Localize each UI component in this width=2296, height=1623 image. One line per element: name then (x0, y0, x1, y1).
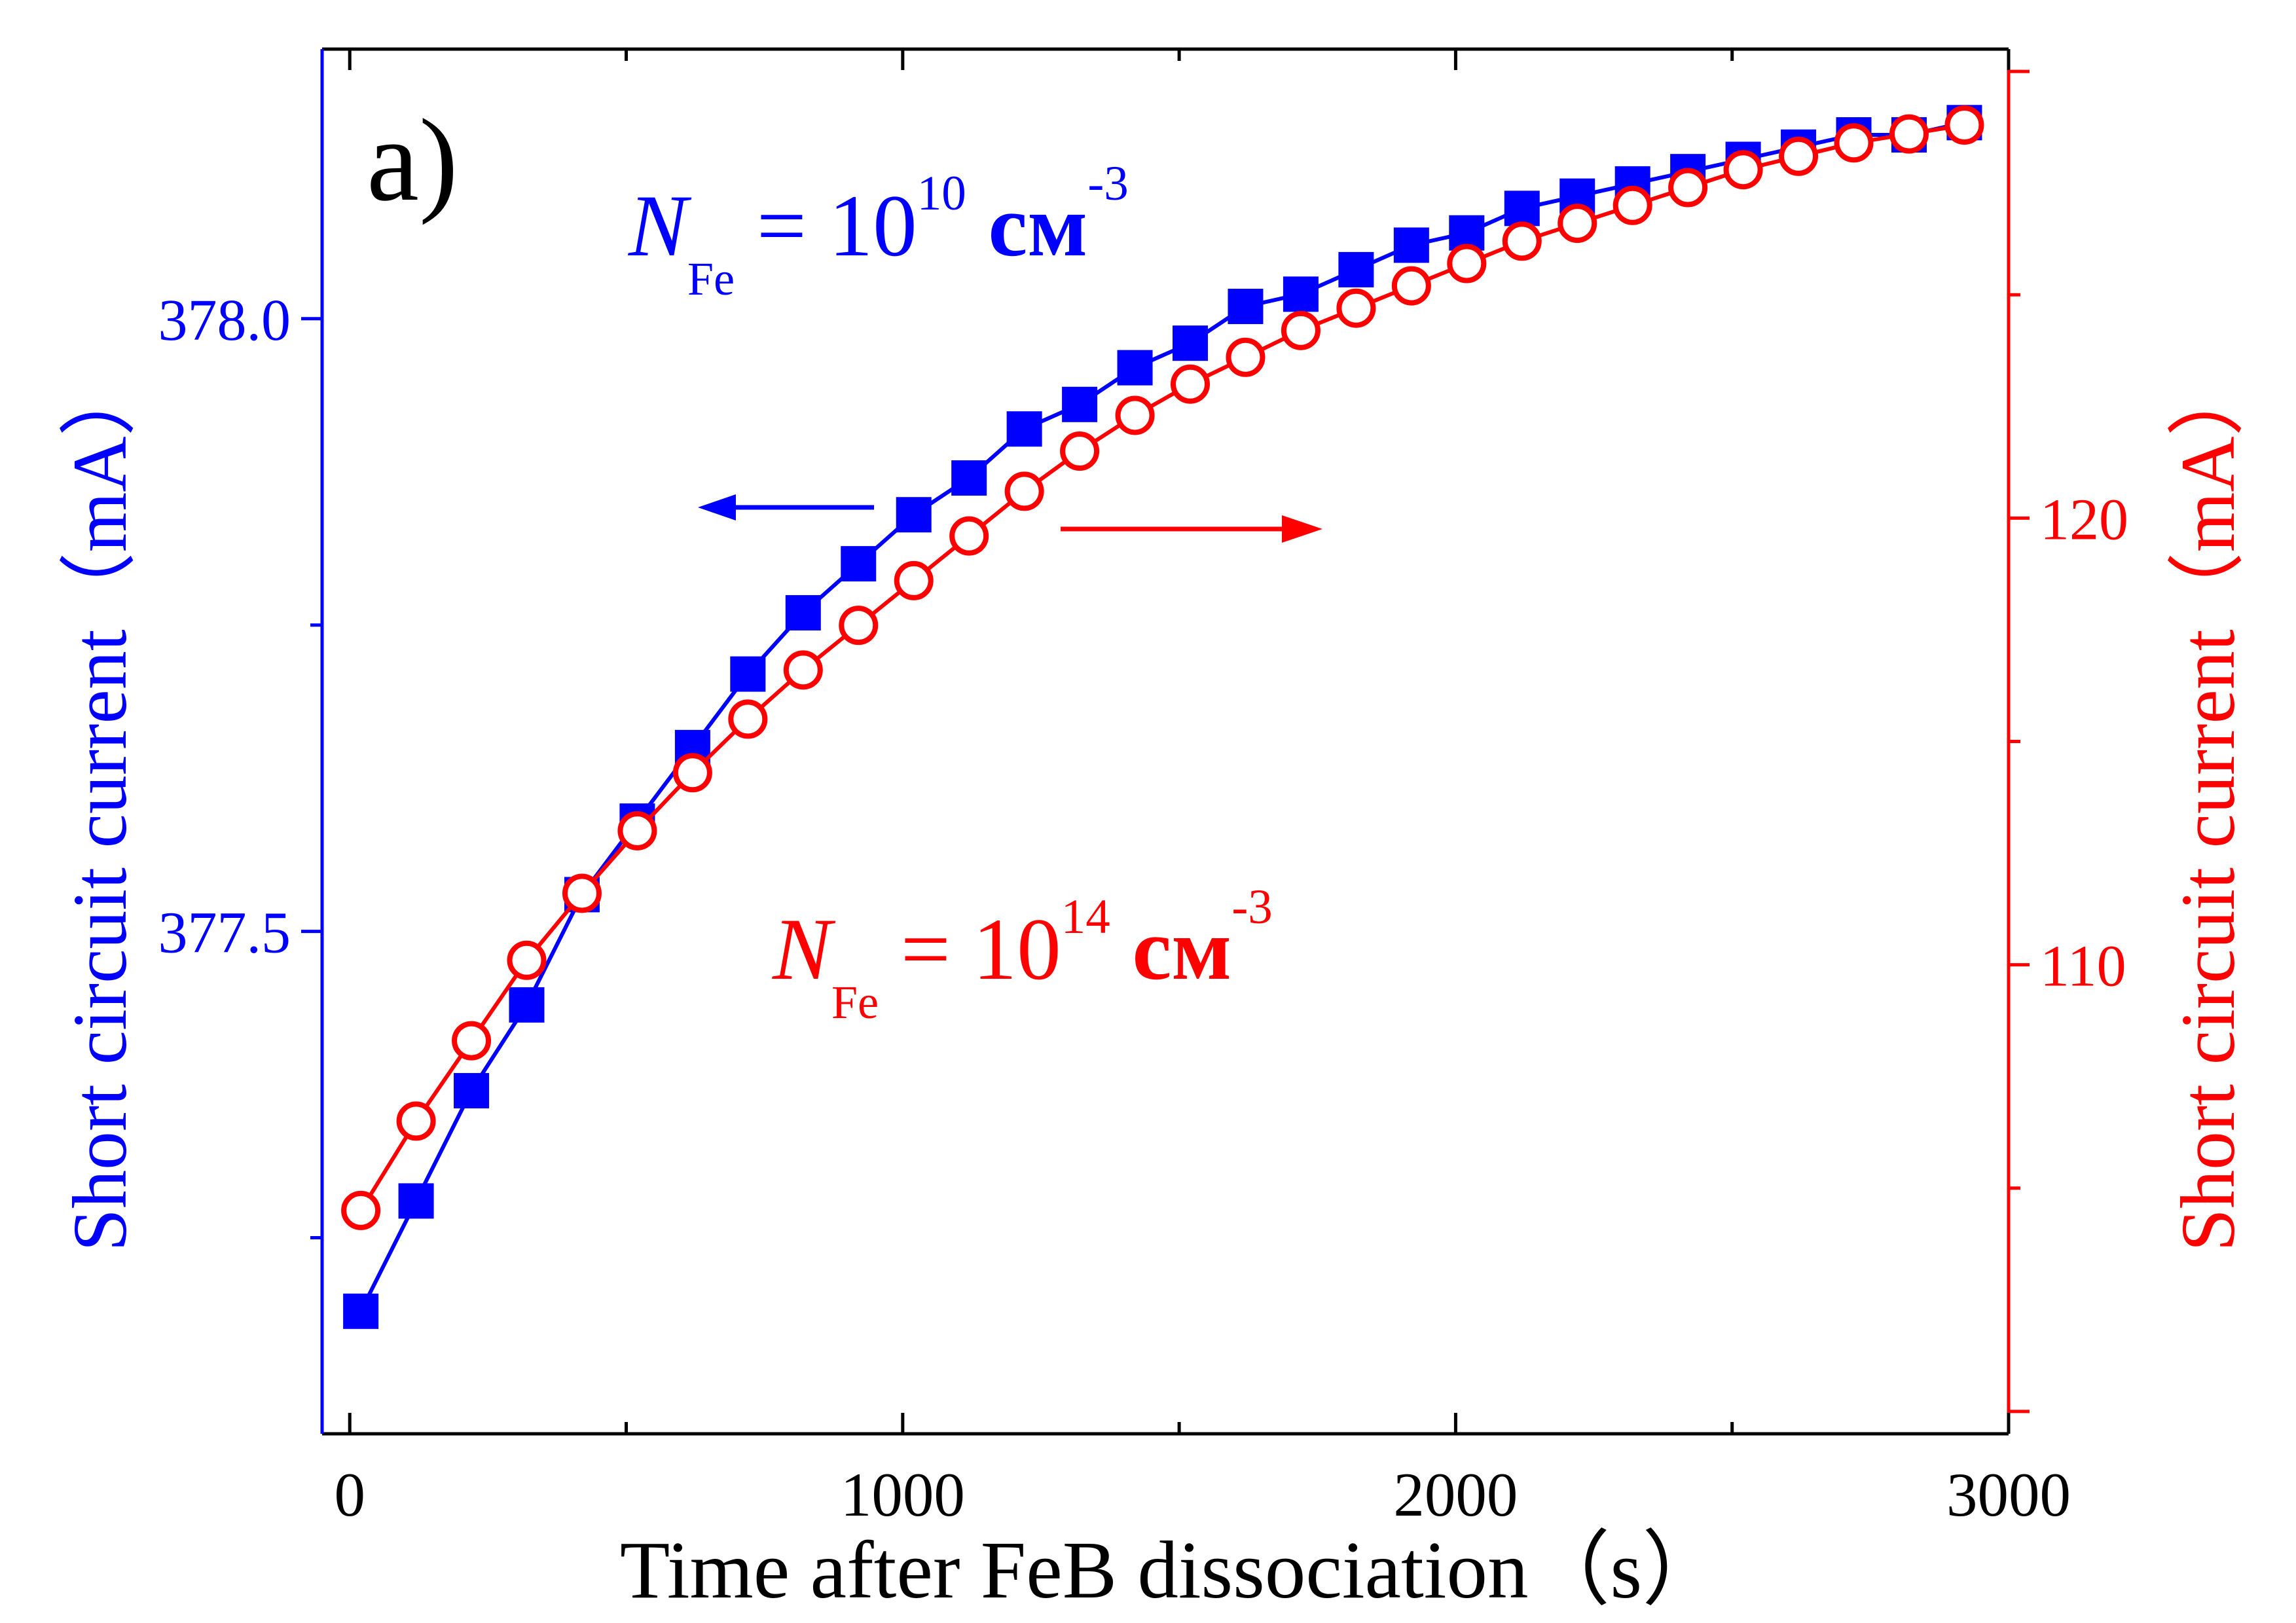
annotation-blue-sup2: -3 (1087, 156, 1128, 211)
data-point-square (398, 1183, 434, 1219)
data-point-circle (1613, 185, 1652, 225)
annotation-blue-sub: Fe (687, 253, 735, 305)
y-right-tick-label: 120 (2040, 487, 2128, 552)
annotation-red-sup2: -3 (1231, 880, 1272, 934)
annotation-blue-sup: 10 (917, 166, 966, 221)
data-point-circle (562, 873, 602, 913)
data-point-circle (1004, 471, 1044, 511)
data-point-square (1006, 411, 1042, 447)
data-point-circle (1447, 244, 1487, 283)
data-point-circle (1779, 136, 1819, 176)
data-point-circle (1391, 266, 1431, 306)
data-point-square (1393, 227, 1429, 263)
data-point-circle (783, 650, 823, 690)
data-point-circle (728, 699, 768, 739)
axes (320, 47, 2011, 1436)
data-point-square (1504, 191, 1540, 227)
annotation-red: NFe = 1014 см-3 (772, 880, 1273, 1029)
annotation-red-unit: см (1110, 901, 1232, 998)
data-point-circle (1115, 395, 1155, 435)
annotation-blue-unit: см (966, 177, 1088, 275)
data-point-circle (1281, 310, 1321, 350)
data-point-circle (452, 1021, 492, 1061)
data-point-circle (617, 811, 657, 850)
data-point-square (509, 987, 545, 1023)
data-point-circle (1944, 105, 1984, 145)
y-axis-right-title: Short circuit current（mA） (2165, 359, 2251, 1251)
annotation-red-sub: Fe (831, 976, 879, 1029)
x-tick-label: 1000 (841, 1460, 965, 1529)
data-point-circle (1723, 150, 1763, 190)
data-point-circle (1226, 337, 1266, 377)
data-point-square (1173, 325, 1209, 361)
x-tick-label: 0 (334, 1460, 365, 1529)
data-point-square (951, 460, 987, 496)
data-point-square (896, 497, 932, 533)
annotation-blue: NFe = 1010 см-3 (628, 156, 1129, 305)
panel-label: a) (367, 95, 458, 225)
x-axis-title: Time after FeB dissociation（s） (620, 1525, 1724, 1616)
x-tick-label: 3000 (1946, 1460, 2071, 1529)
data-point-circle (672, 753, 712, 793)
annotation-blue-eq: = 10 (735, 177, 917, 275)
data-point-square (1117, 350, 1153, 386)
data-point-square (1338, 251, 1374, 287)
data-point-circle (507, 940, 547, 980)
data-point-circle (1171, 364, 1211, 404)
data-point-square (1062, 386, 1098, 422)
y-axis-left-title: Short circuit current（mA） (57, 359, 143, 1251)
data-point-square (730, 656, 766, 692)
data-point-circle (1336, 288, 1376, 328)
data-point-square (841, 546, 877, 582)
data-point-square (1283, 276, 1319, 312)
annotation-red-sup: 14 (1061, 890, 1110, 944)
data-point-circle (341, 1190, 381, 1230)
data-point-circle (839, 606, 879, 646)
data-point-circle (1060, 431, 1100, 471)
data-point-circle (1668, 168, 1708, 208)
data-point-circle (949, 516, 989, 556)
ticks: 0 1000 2000 3000 377.5 378.0 110 120 (158, 49, 2128, 1529)
data-point-square (343, 1293, 379, 1329)
y-left-tick-label: 377.5 (158, 901, 291, 966)
y-left-tick-label: 378.0 (158, 288, 291, 353)
data-point-square (785, 594, 821, 630)
data-point-circle (396, 1101, 436, 1141)
y-right-tick-label: 110 (2040, 934, 2126, 999)
data-point-square (1228, 289, 1264, 325)
data-point-square (454, 1072, 490, 1108)
annotation-red-eq: = 10 (879, 901, 1061, 998)
data-point-circle (1558, 204, 1597, 244)
right-axis-arrow (1061, 515, 1322, 543)
data-point-circle (1502, 221, 1542, 261)
data-point-circle (1889, 114, 1929, 154)
x-tick-label: 2000 (1393, 1460, 1518, 1529)
annotation-red-n: N (772, 901, 836, 998)
left-axis-arrow (698, 494, 874, 520)
data-point-circle (1834, 123, 1874, 163)
annotation-blue-n: N (628, 177, 692, 275)
data-point-circle (894, 560, 934, 600)
series (341, 105, 1984, 1329)
